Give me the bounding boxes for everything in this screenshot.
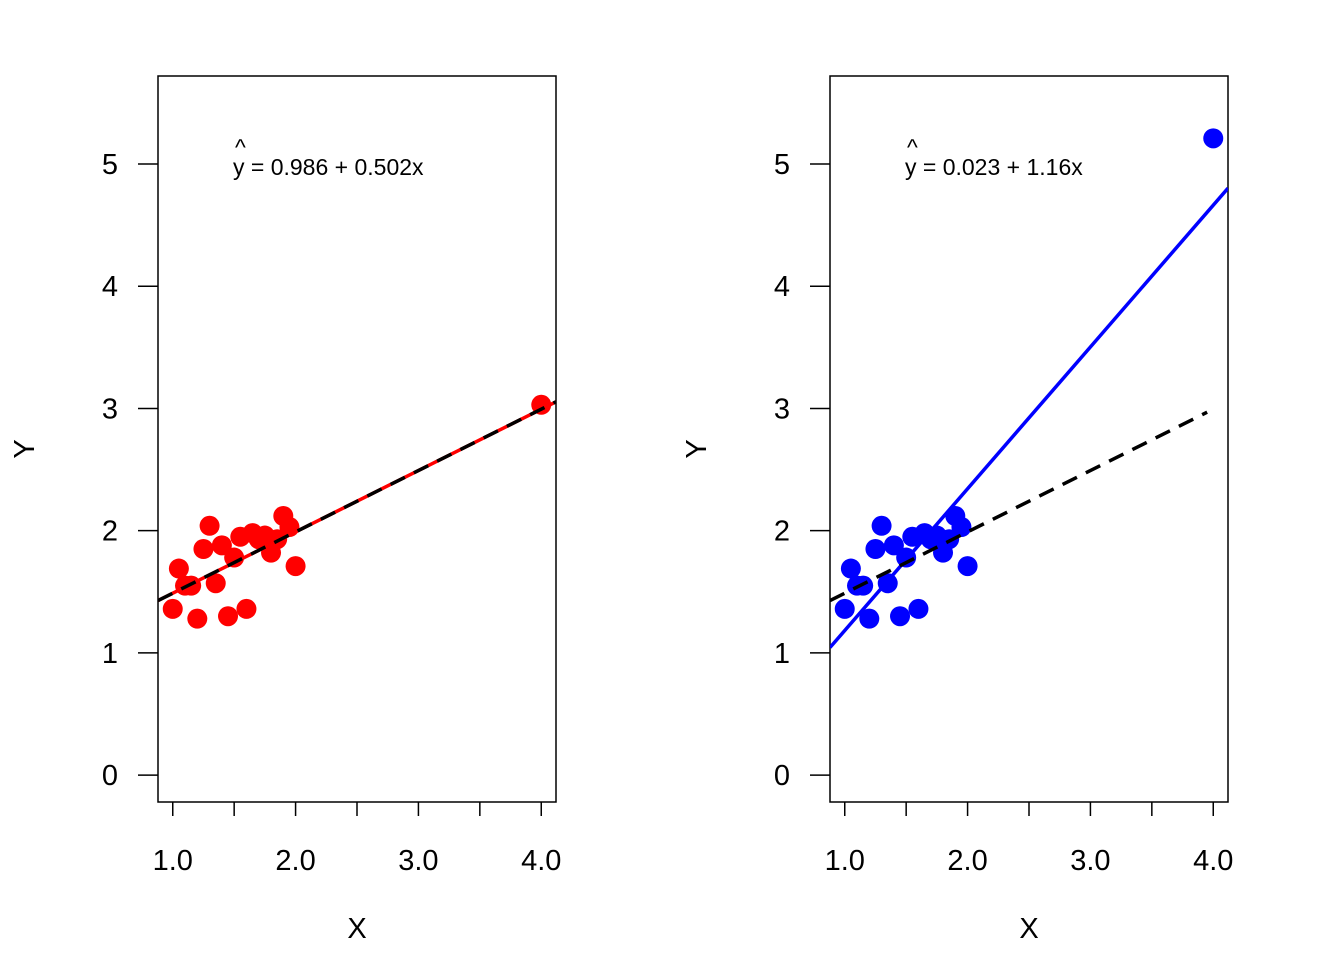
y-tick-label: 5 — [774, 149, 790, 181]
reference-line — [830, 410, 1208, 603]
plot-frame — [157, 75, 557, 803]
equation-hat: ^ — [235, 134, 246, 160]
y-tick-label: 3 — [774, 393, 790, 425]
x-axis-title: X — [1019, 913, 1038, 945]
data-point — [199, 515, 220, 536]
y-tick-label: 1 — [102, 638, 118, 670]
data-point — [285, 556, 306, 577]
x-tick-label: 3.0 — [1070, 845, 1110, 877]
data-point — [883, 535, 904, 556]
x-tick-label: 1.0 — [153, 845, 193, 877]
data-point — [193, 539, 214, 559]
fit-line — [830, 187, 1228, 649]
equation-text: y = 0.023 + 1.16x — [905, 154, 1083, 180]
x-tick-label: 2.0 — [947, 845, 987, 877]
y-axis-title: Y — [681, 439, 713, 458]
y-tick-label: 2 — [774, 516, 790, 548]
regression-equation: ^y = 0.023 + 1.16x — [905, 134, 1083, 180]
data-point — [890, 606, 911, 627]
x-tick-label: 1.0 — [825, 845, 865, 877]
x-tick-label: 2.0 — [275, 845, 315, 877]
regression-equation: ^y = 0.986 + 0.502x — [233, 134, 424, 180]
x-axis-title: X — [347, 913, 366, 945]
data-point — [834, 598, 855, 619]
y-tick-label: 2 — [102, 516, 118, 548]
y-tick-label: 3 — [102, 393, 118, 425]
data-point — [187, 608, 208, 629]
y-tick-label: 4 — [102, 271, 118, 303]
data-point — [1203, 128, 1224, 149]
data-point — [168, 558, 189, 579]
y-tick-label: 5 — [102, 149, 118, 181]
y-tick-label: 0 — [102, 760, 118, 792]
data-point — [218, 606, 239, 627]
chart-panel-2: 1.0 2.0 3.0 4.0 0 1 2 3 4 5 X Y ^y = 0.023 + 1.16x — [681, 75, 1233, 945]
chart-panel-1: 1.0 2.0 3.0 4.0 0 1 2 3 4 5 X Y ^y = 0.986 + 0.502x — [9, 75, 561, 945]
reference-line — [158, 400, 556, 603]
data-point — [840, 558, 861, 579]
y-axis-title: Y — [9, 439, 41, 458]
y-tick-label: 1 — [774, 638, 790, 670]
data-point — [162, 598, 183, 619]
plot-frame — [829, 75, 1229, 803]
x-tick-label: 4.0 — [1193, 845, 1233, 877]
data-point — [865, 539, 886, 559]
data-point — [205, 573, 226, 594]
x-tick-label: 3.0 — [398, 845, 438, 877]
data-point — [871, 515, 892, 536]
equation-hat: ^ — [907, 134, 918, 160]
data-point — [211, 535, 232, 556]
y-tick-label: 0 — [774, 760, 790, 792]
data-point — [908, 598, 929, 619]
data-point — [236, 598, 257, 619]
data-point — [951, 517, 972, 537]
x-tick-label: 4.0 — [521, 845, 561, 877]
data-point — [957, 556, 978, 577]
y-tick-label: 4 — [774, 271, 790, 303]
data-point — [859, 608, 880, 629]
data-point — [224, 547, 245, 568]
equation-text: y = 0.986 + 0.502x — [233, 154, 424, 180]
